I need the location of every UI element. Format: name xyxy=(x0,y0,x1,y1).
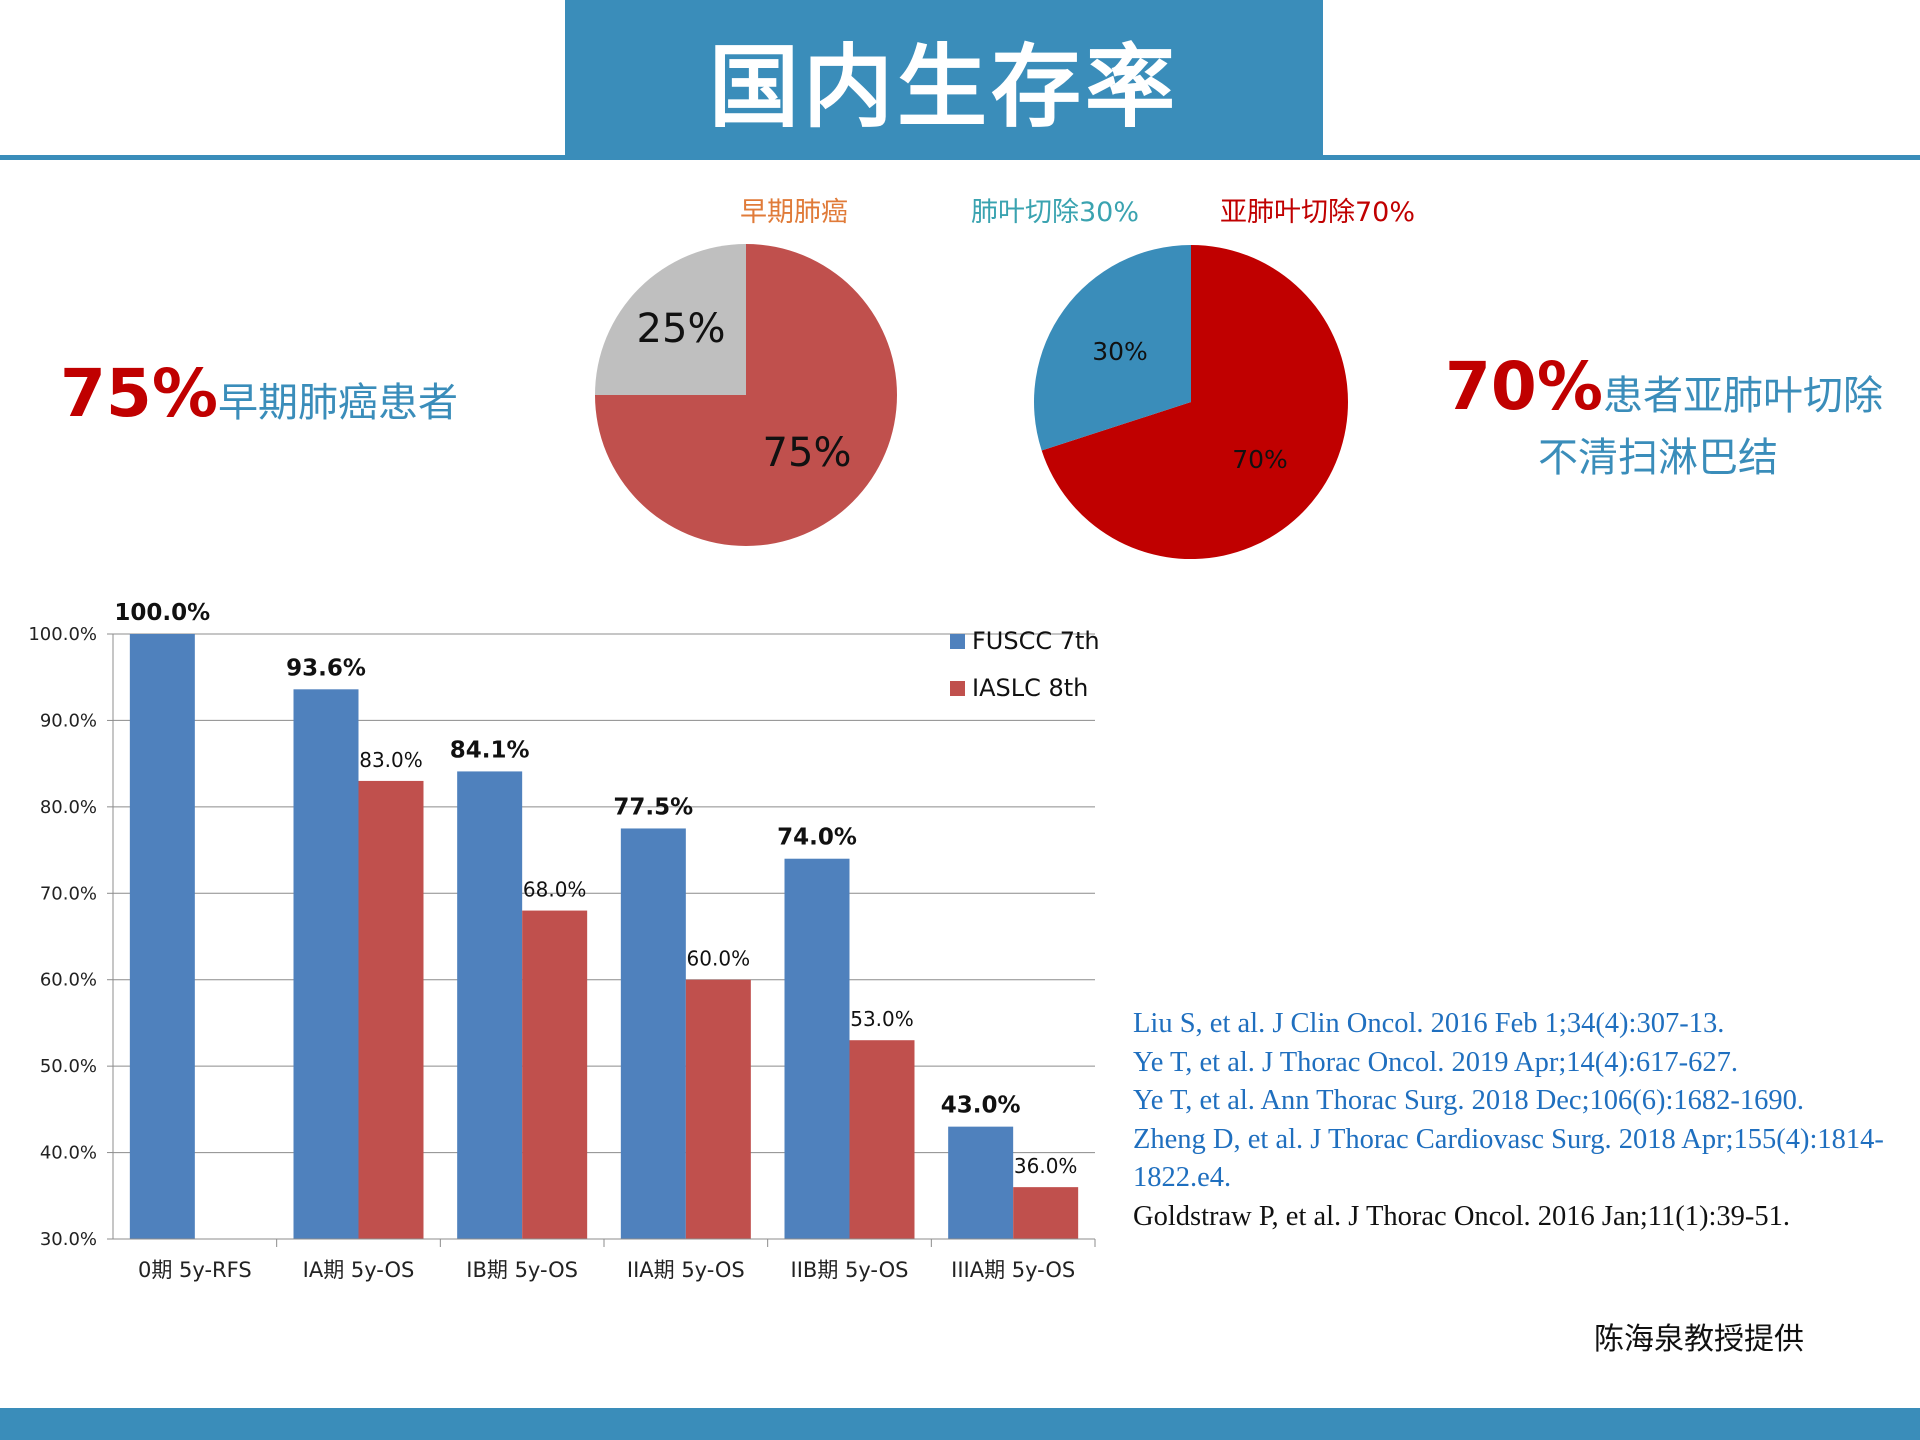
bar-chart-survival: 30.0% 40.0% 50.0% 60.0% 70.0% 80.0% 90.0% 100.0… xyxy=(28,600,1100,1282)
left-stat-text: 早期肺癌患者 xyxy=(217,380,458,426)
pie-slice-label: 70% xyxy=(1232,445,1288,474)
y-tick-label: 80.0% xyxy=(40,797,97,818)
pie-slice-label: 25% xyxy=(637,306,726,352)
bar-data-label: 93.6% xyxy=(286,655,366,681)
bar-data-label: 77.5% xyxy=(613,794,693,820)
bar-fuscc xyxy=(293,689,359,1239)
bar-data-label: 36.0% xyxy=(1014,1154,1078,1178)
pie-title-sublobar: 亚肺叶切除70% xyxy=(1220,197,1416,228)
x-tick-label: IA期 5y-OS xyxy=(303,1258,415,1282)
bar-data-label: 100.0% xyxy=(114,600,210,626)
left-stat: 75%早期肺癌患者 xyxy=(60,355,458,432)
pie-slice-label: 30% xyxy=(1092,337,1148,366)
bar-iaslc xyxy=(358,780,424,1239)
legend-label: IASLC 8th xyxy=(972,674,1088,702)
bar-data-label: 53.0% xyxy=(850,1007,914,1031)
right-stat-line2: 不清扫淋巴结 xyxy=(1538,435,1778,481)
pie-title-early: 早期肺癌 xyxy=(740,197,848,228)
bar-fuscc xyxy=(784,858,850,1239)
pie-slice xyxy=(595,244,746,395)
pie-chart-early: 75% 25% xyxy=(595,244,897,546)
x-tick-label: IB期 5y-OS xyxy=(466,1258,578,1282)
footer-band xyxy=(0,1408,1920,1440)
pie-slice-label: 75% xyxy=(763,430,852,476)
bar-data-label: 43.0% xyxy=(941,1093,1021,1119)
reference-item: Goldstraw P, et al. J Thorac Oncol. 2016… xyxy=(1133,1200,1790,1232)
bar-data-label: 60.0% xyxy=(687,947,751,971)
header-divider xyxy=(0,155,1920,160)
bar-data-label: 74.0% xyxy=(777,825,857,851)
pie-chart-resection: 70% 30% xyxy=(1034,245,1348,559)
y-tick-label: 90.0% xyxy=(40,710,97,731)
y-tick-label: 100.0% xyxy=(28,624,97,645)
right-stat-value: 70% xyxy=(1445,348,1603,425)
reference-item: Liu S, et al. J Clin Oncol. 2016 Feb 1;3… xyxy=(1133,1008,1725,1039)
right-stat-line2-wrap: 不清扫淋巴结 xyxy=(1538,425,1778,483)
bar-iaslc xyxy=(849,1040,915,1239)
bar-data-label: 84.1% xyxy=(450,737,530,763)
references: Liu S, et al. J Clin Oncol. 2016 Feb 1;3… xyxy=(1133,1005,1913,1237)
legend-swatch xyxy=(950,681,965,696)
pie-slice xyxy=(1034,245,1191,451)
reference-item: Zheng D, et al. J Thorac Cardiovasc Surg… xyxy=(1133,1123,1884,1194)
x-tick-label: IIB期 5y-OS xyxy=(791,1258,909,1282)
pie-title-lobectomy: 肺叶切除30% xyxy=(971,197,1140,228)
bar-iaslc xyxy=(522,910,588,1239)
bar-data-label: 83.0% xyxy=(359,748,423,772)
bar-fuscc xyxy=(129,634,195,1239)
x-tick-label: IIA期 5y-OS xyxy=(627,1258,745,1282)
legend-swatch xyxy=(950,634,965,649)
y-tick-label: 30.0% xyxy=(40,1229,97,1250)
bar-data-label: 68.0% xyxy=(523,878,587,902)
x-tick-label: 0期 5y-RFS xyxy=(138,1258,252,1282)
bar-iaslc xyxy=(1013,1187,1079,1239)
legend-label: FUSCC 7th xyxy=(972,627,1100,655)
left-stat-value: 75% xyxy=(60,355,218,432)
y-tick-label: 70.0% xyxy=(40,883,97,904)
bar-iaslc xyxy=(685,979,751,1239)
bar-fuscc xyxy=(948,1126,1014,1239)
credit-text: 陈海泉教授提供 xyxy=(1594,1322,1804,1357)
y-tick-label: 60.0% xyxy=(40,970,97,991)
right-stat: 70%患者亚肺叶切除 xyxy=(1445,348,1883,425)
y-tick-label: 40.0% xyxy=(40,1143,97,1164)
reference-item: Ye T, et al. Ann Thorac Surg. 2018 Dec;1… xyxy=(1133,1085,1805,1117)
right-stat-line1: 患者亚肺叶切除 xyxy=(1602,373,1883,419)
pie-slice xyxy=(1041,245,1348,559)
title-band: 国内生存率 xyxy=(565,0,1323,157)
reference-item: Ye T, et al. J Thorac Oncol. 2019 Apr;14… xyxy=(1133,1046,1739,1078)
x-tick-label: IIIA期 5y-OS xyxy=(951,1258,1075,1282)
page-title: 国内生存率 xyxy=(709,34,1179,140)
bar-fuscc xyxy=(620,828,686,1239)
bar-fuscc xyxy=(457,771,523,1239)
y-tick-label: 50.0% xyxy=(40,1056,97,1077)
